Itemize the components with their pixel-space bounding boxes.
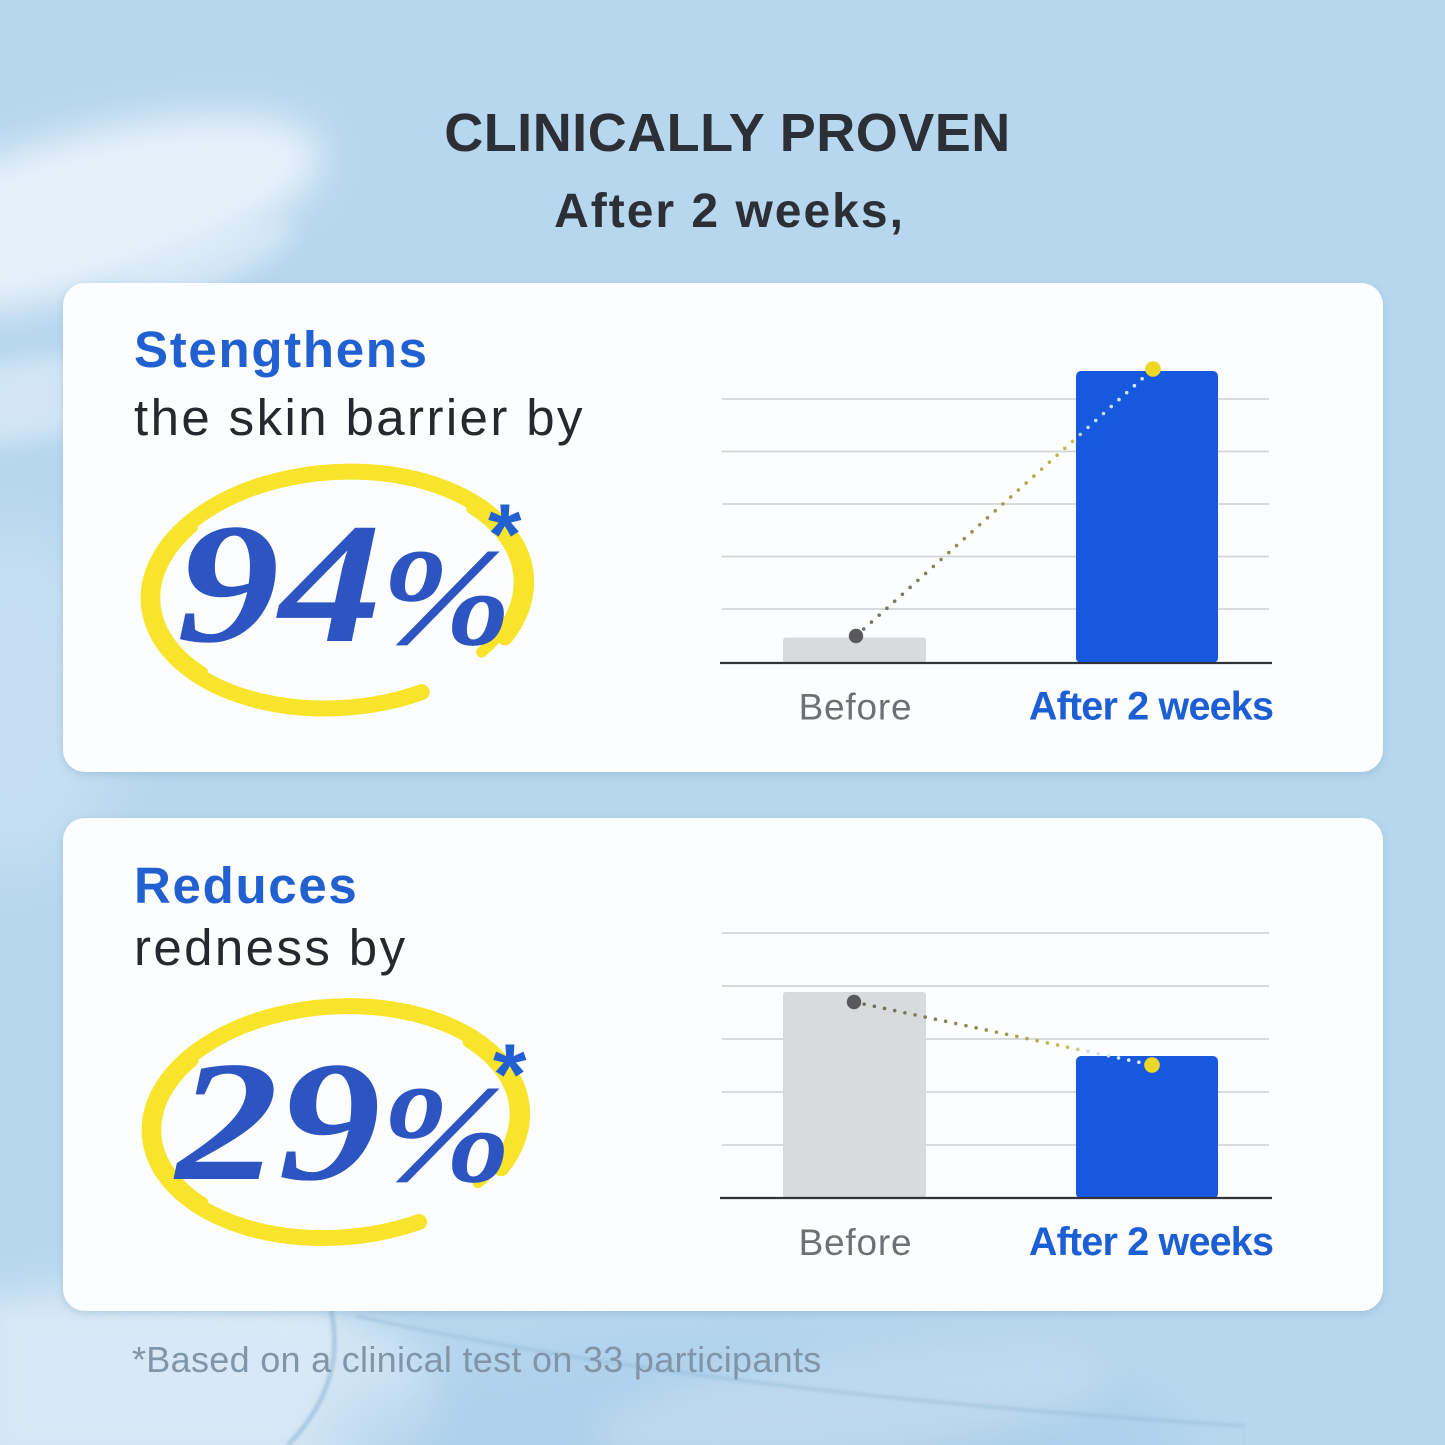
svg-text:After 2 weeks: After 2 weeks bbox=[1029, 1220, 1273, 1264]
svg-text:Before: Before bbox=[799, 687, 913, 728]
svg-text:Before: Before bbox=[799, 1222, 913, 1263]
svg-text:After 2 weeks: After 2 weeks bbox=[1029, 685, 1273, 729]
